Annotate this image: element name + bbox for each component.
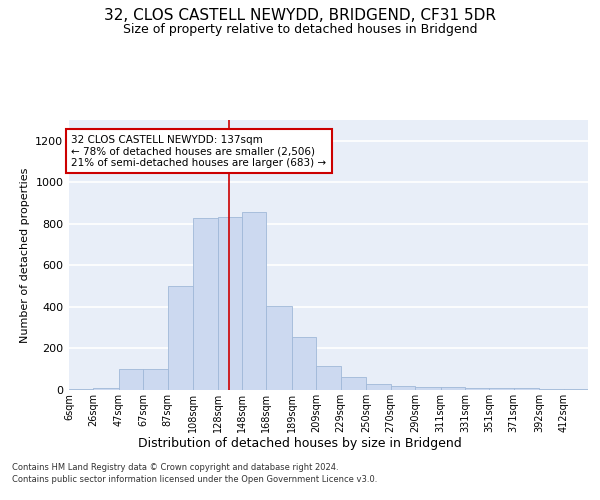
Bar [69, 389, 94, 390]
Bar [316, 366, 341, 390]
Bar [341, 376, 366, 390]
Y-axis label: Number of detached properties: Number of detached properties [20, 168, 30, 342]
Bar [167, 286, 193, 390]
Bar [266, 306, 292, 390]
Bar [119, 369, 143, 390]
Bar [218, 216, 242, 390]
Bar [94, 388, 119, 390]
Bar [143, 369, 167, 390]
Bar [193, 218, 218, 390]
Bar [391, 386, 415, 390]
Text: Size of property relative to detached houses in Bridgend: Size of property relative to detached ho… [123, 22, 477, 36]
Text: Contains public sector information licensed under the Open Government Licence v3: Contains public sector information licen… [12, 475, 377, 484]
Text: Distribution of detached houses by size in Bridgend: Distribution of detached houses by size … [138, 438, 462, 450]
Bar [415, 388, 440, 390]
Bar [514, 388, 539, 390]
Text: 32, CLOS CASTELL NEWYDD, BRIDGEND, CF31 5DR: 32, CLOS CASTELL NEWYDD, BRIDGEND, CF31 … [104, 8, 496, 22]
Bar [465, 388, 490, 390]
Bar [366, 384, 391, 390]
Text: 32 CLOS CASTELL NEWYDD: 137sqm
← 78% of detached houses are smaller (2,506)
21% : 32 CLOS CASTELL NEWYDD: 137sqm ← 78% of … [71, 134, 326, 168]
Text: Contains HM Land Registry data © Crown copyright and database right 2024.: Contains HM Land Registry data © Crown c… [12, 464, 338, 472]
Bar [440, 388, 465, 390]
Bar [242, 212, 266, 390]
Bar [490, 388, 514, 390]
Bar [539, 389, 563, 390]
Bar [292, 337, 316, 390]
